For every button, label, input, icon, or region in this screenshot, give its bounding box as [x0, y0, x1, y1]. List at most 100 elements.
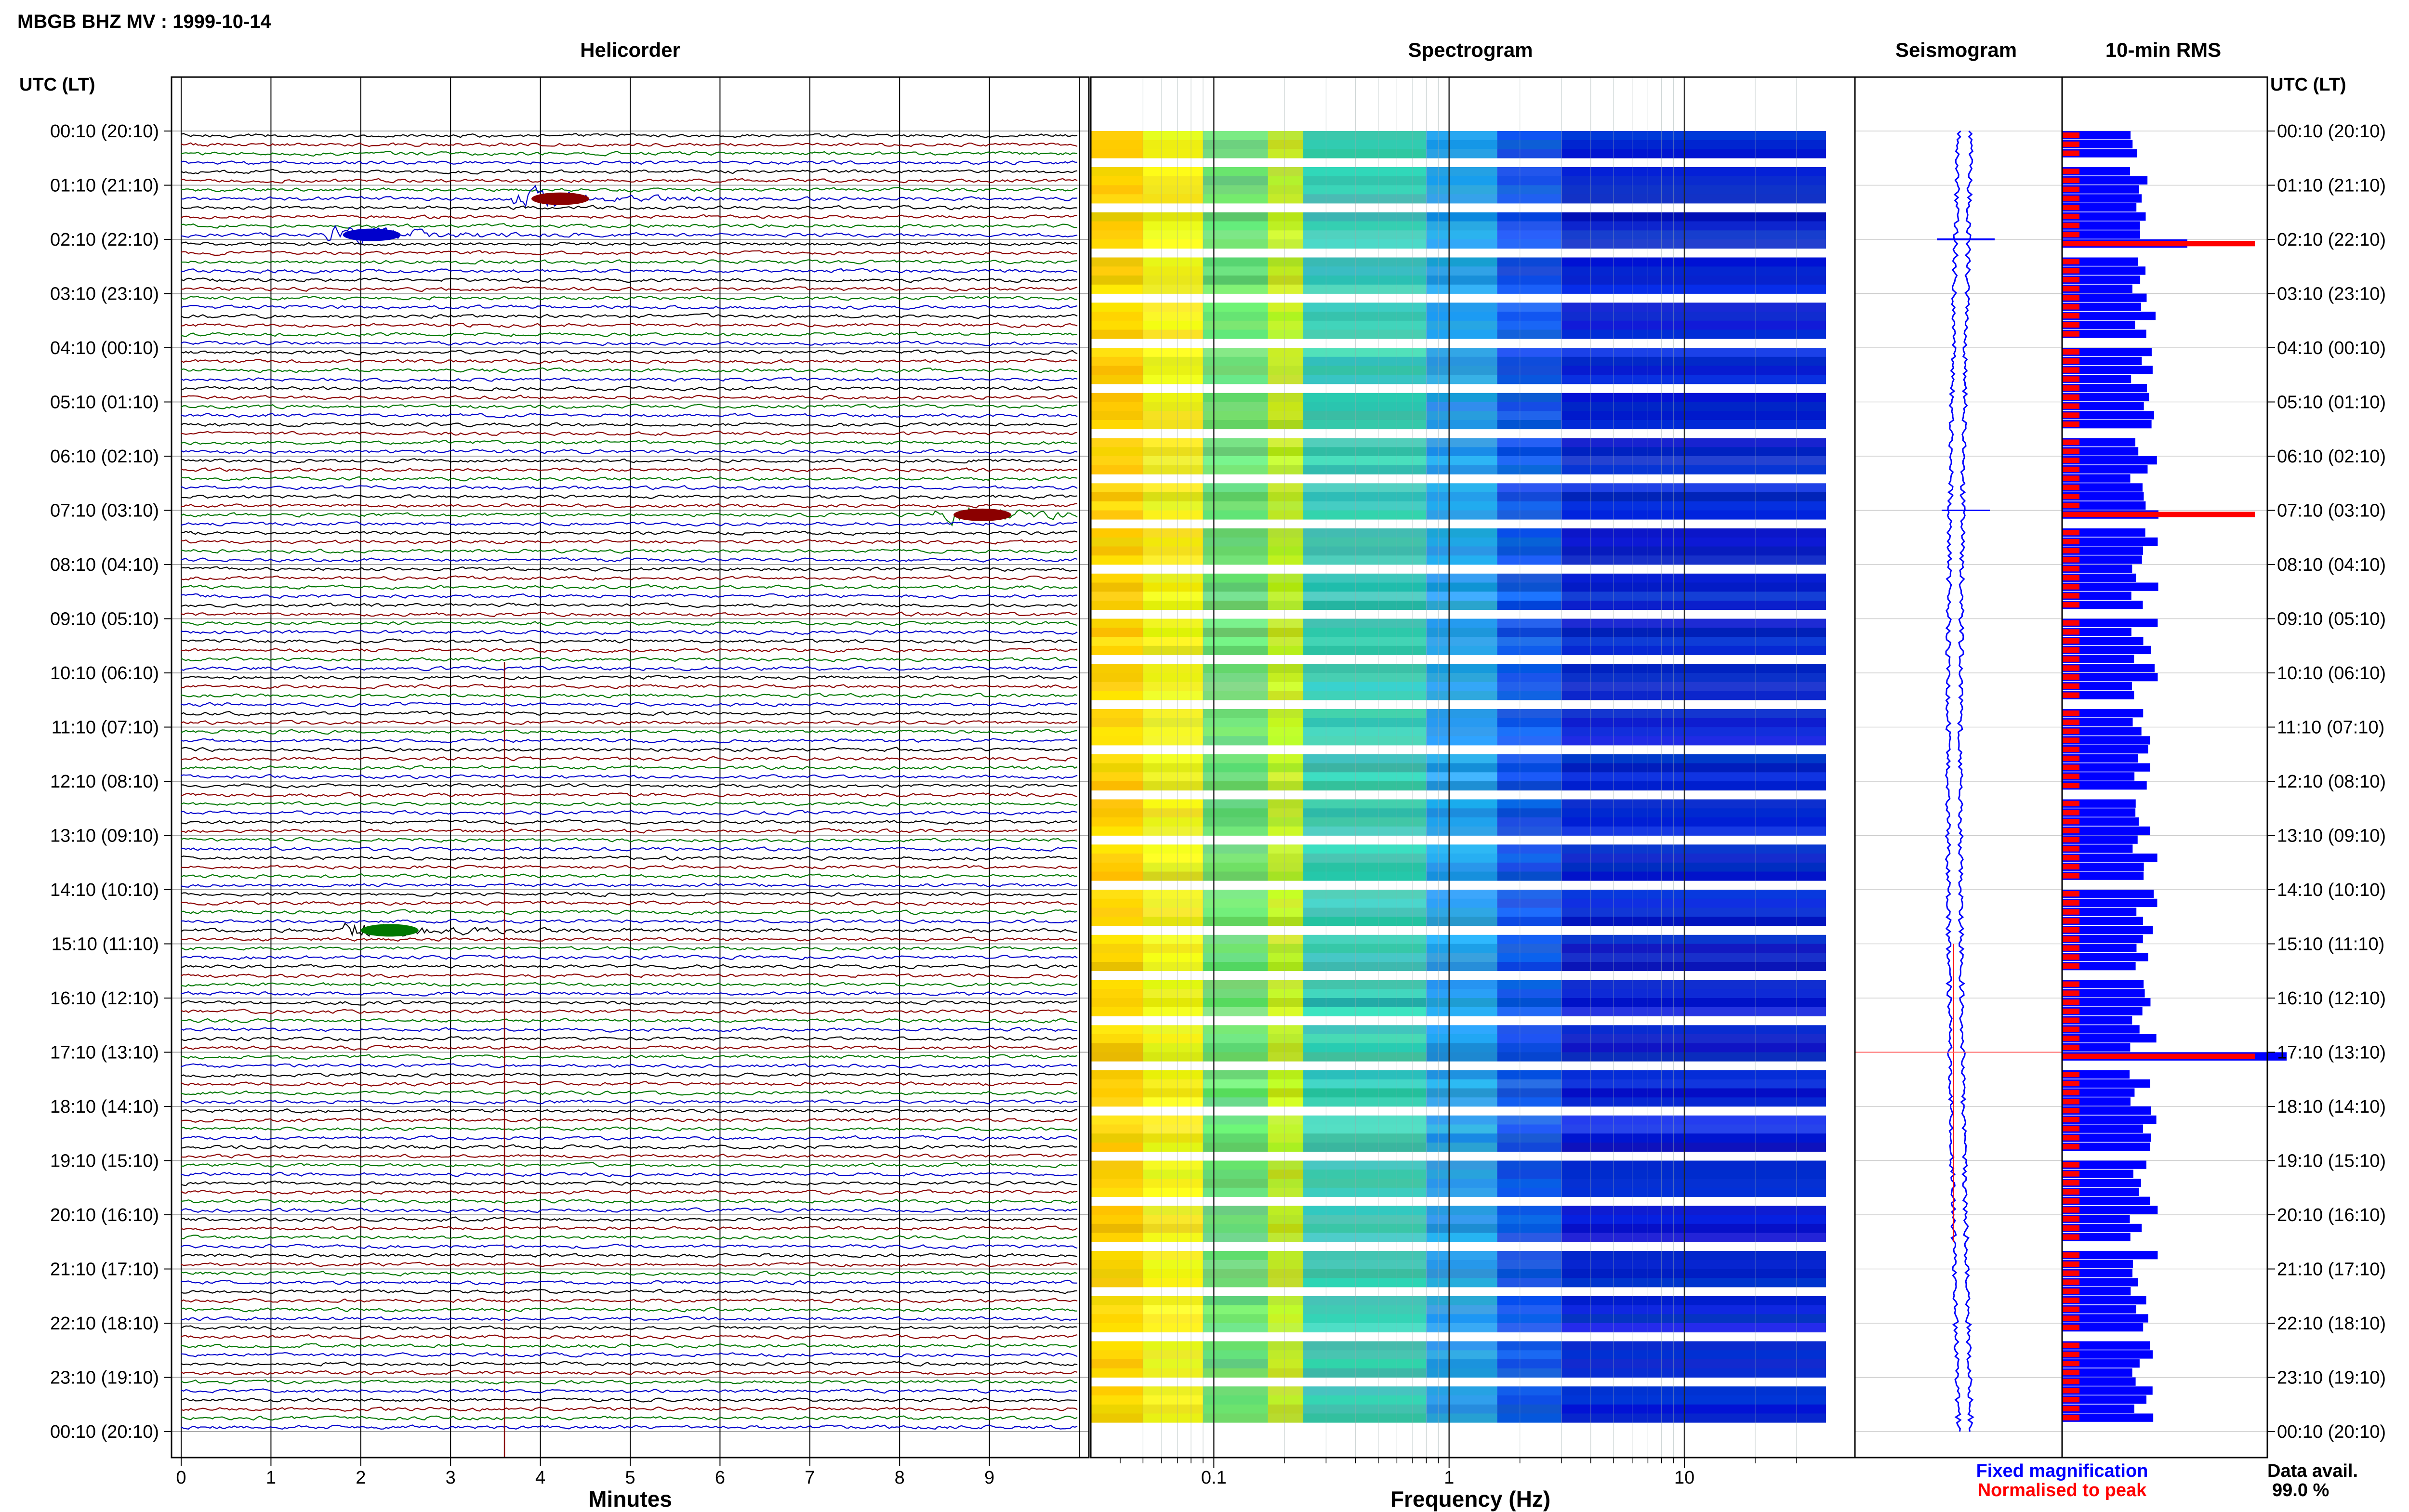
spectrogram-cell: [1203, 944, 1268, 953]
spectrogram-cell: [1561, 1097, 1826, 1107]
spectrogram-cell: [1203, 772, 1268, 782]
spectrogram-cell: [1497, 871, 1562, 881]
spectrogram-cell: [1303, 854, 1427, 863]
spectrogram-cell: [1268, 953, 1303, 962]
spectrogram-cell: [1303, 1025, 1427, 1035]
helicorder-trace: [181, 295, 1078, 301]
rms-bar-normalised: [2062, 186, 2079, 192]
rms-bar-normalised: [2062, 1117, 2079, 1123]
helicorder-trace: [181, 178, 1078, 184]
time-label-left: 07:10 (03:10): [50, 501, 159, 521]
helicorder-trace: [181, 620, 1078, 627]
spectrogram-cell: [1203, 411, 1268, 421]
spectrogram-cell: [1143, 1368, 1203, 1378]
rms-bar-normalised: [2062, 1252, 2079, 1258]
spectrogram-cell: [1426, 1133, 1497, 1143]
spectrogram-cell: [1497, 1359, 1562, 1369]
spectrogram-cell: [1091, 1404, 1143, 1414]
spectrogram-cell: [1426, 573, 1497, 583]
rms-bar-normalised: [2062, 855, 2079, 861]
rms-bar-normalised: [2062, 837, 2079, 842]
spectrogram-cell: [1303, 212, 1427, 222]
rms-bar-fixed: [2062, 1296, 2146, 1305]
spectrogram-cell: [1426, 592, 1497, 601]
spectrogram-cell: [1561, 284, 1826, 294]
spectrogram-cell: [1143, 871, 1203, 881]
rms-bar-fixed: [2062, 393, 2149, 402]
rms-bar-normalised: [2062, 196, 2079, 201]
spectrogram-cell: [1303, 194, 1427, 204]
rms-bar-normalised: [2062, 169, 2079, 174]
spectrogram-cell: [1497, 1097, 1562, 1107]
spectrogram-cell: [1268, 826, 1303, 836]
helicorder-panel: [172, 77, 1089, 1458]
rms-bar-fixed: [2062, 907, 2137, 916]
time-label-right: 07:10 (03:10): [2277, 501, 2386, 521]
spectrogram-cell: [1497, 366, 1562, 375]
spectrogram-cell: [1561, 637, 1826, 646]
rms-bar-fixed: [2062, 546, 2143, 555]
helicorder-trace: [181, 846, 1078, 852]
rms-bar-normalised: [2062, 268, 2079, 274]
spectrogram-cell: [1303, 546, 1427, 556]
helicorder-trace: [181, 1361, 1078, 1367]
spectrogram-cell: [1497, 601, 1562, 610]
frequency-tick-label: 1: [1444, 1468, 1454, 1488]
spectrogram-cell: [1426, 637, 1497, 646]
rms-bar-normalised: [2062, 819, 2079, 825]
spectrogram-cell: [1268, 221, 1303, 231]
rms-bar-normalised: [2062, 1080, 2079, 1087]
rms-bar-normalised: [2062, 539, 2079, 545]
helicorder-trace: [181, 738, 1078, 744]
rms-bar-fixed: [2062, 953, 2148, 961]
spectrogram-cell: [1561, 628, 1826, 637]
helicorder-trace: [181, 494, 1078, 500]
rms-bar-fixed: [2062, 664, 2155, 672]
spectrogram-cell: [1561, 356, 1826, 366]
rms-bar-normalised: [2062, 1379, 2079, 1384]
spectrogram-cell: [1497, 1350, 1562, 1360]
spectrogram-cell: [1091, 266, 1143, 276]
rms-bar-normalised: [2062, 1126, 2079, 1131]
spectrogram-cell: [1303, 420, 1427, 430]
spectrogram-cell: [1303, 898, 1427, 908]
spectrogram-cell: [1561, 592, 1826, 601]
spectrogram-cell: [1203, 573, 1268, 583]
spectrogram-cell: [1091, 1025, 1143, 1035]
rms-bar-fixed: [2062, 1305, 2136, 1314]
rms-bar-normalised: [2062, 602, 2079, 608]
spectrogram-cell: [1143, 998, 1203, 1008]
spectrogram-cell: [1268, 980, 1303, 989]
spectrogram-cell: [1143, 284, 1203, 294]
spectrogram-cell: [1561, 411, 1826, 421]
spectrogram-cell: [1561, 257, 1826, 267]
spectrogram-cell: [1426, 781, 1497, 791]
spectrogram-cell: [1091, 185, 1143, 195]
spectrogram-cell: [1497, 1386, 1562, 1396]
helicorder-trace: [181, 385, 1078, 392]
spectrogram-cell: [1203, 1386, 1268, 1396]
helicorder-trace: [181, 349, 1078, 355]
spectrogram-cell: [1091, 1260, 1143, 1269]
spectrogram-cell: [1143, 1007, 1203, 1016]
spectrogram-cell: [1561, 149, 1826, 158]
spectrogram-cell: [1268, 194, 1303, 204]
spectrogram-cell: [1426, 356, 1497, 366]
spectrogram-cell: [1426, 980, 1497, 989]
rms-bar-fixed: [2062, 312, 2156, 320]
spectrogram-cell: [1426, 1052, 1497, 1062]
spectrogram-cell: [1268, 618, 1303, 628]
spectrogram-cell: [1091, 1179, 1143, 1188]
spectrogram-cell: [1143, 844, 1203, 854]
spectrogram-cell: [1561, 329, 1826, 339]
spectrogram-cell: [1497, 510, 1562, 520]
spectrogram-cell: [1203, 781, 1268, 791]
time-label-left: 10:10 (06:10): [50, 663, 159, 684]
minutes-tick-label: 5: [625, 1468, 635, 1488]
spectrogram-cell: [1203, 402, 1268, 411]
rms-bar-fixed: [2062, 447, 2139, 456]
spectrogram-cell: [1143, 682, 1203, 691]
spectrogram-cell: [1561, 673, 1826, 683]
spectrogram-cell: [1268, 1034, 1303, 1044]
spectrogram-cell: [1561, 1034, 1826, 1044]
